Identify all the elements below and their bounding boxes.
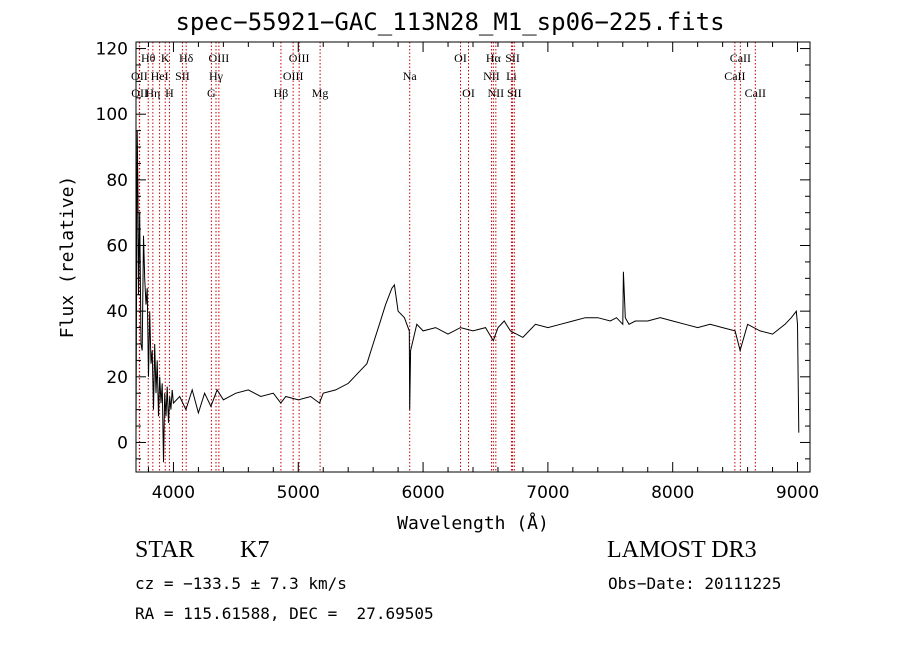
- spectral-line-label: OIII: [209, 51, 230, 65]
- spectral-line-label: OI: [454, 51, 467, 65]
- spectral-line-label: SII: [507, 86, 522, 100]
- redshift-line: cz = −133.5 ± 7.3 km/s: [135, 574, 347, 593]
- spectral-line-label: CaII: [745, 86, 766, 100]
- spectral-line-label: OII: [131, 69, 148, 83]
- spectral-line-label: Hη: [145, 86, 160, 100]
- spectral-line-label: OII: [131, 86, 148, 100]
- spectral-line-label: OIII: [289, 51, 310, 65]
- object-class: STAR: [135, 537, 195, 563]
- y-tick-label: 80: [106, 171, 128, 191]
- spectral-line-label: Hα: [486, 51, 502, 65]
- spectral-line-label: Hγ: [209, 69, 224, 83]
- spectral-line-label: OI: [462, 86, 475, 100]
- spectral-line-label: Hθ: [141, 51, 156, 65]
- y-tick-label: 120: [96, 40, 128, 60]
- y-tick-label: 40: [106, 302, 128, 322]
- spectral-line-label: SII: [175, 69, 190, 83]
- spectral-line-label: SII: [505, 51, 520, 65]
- x-tick-label: 7000: [526, 483, 569, 503]
- plot-frame: [135, 41, 811, 473]
- spectral-line-label: NII: [483, 69, 500, 83]
- y-tick-label: 20: [106, 368, 128, 388]
- spectral-line-label: HeI: [151, 69, 169, 83]
- x-tick-label: 9000: [776, 483, 819, 503]
- spectral-line-label: NII: [488, 86, 505, 100]
- object-subclass: K7: [240, 537, 270, 563]
- survey-name: LAMOST DR3: [607, 537, 757, 563]
- spectral-line-label: G: [207, 86, 216, 100]
- spectrum-series-line: [135, 130, 800, 463]
- y-tick-label: 60: [106, 237, 128, 257]
- spectral-line-label: Li: [506, 69, 517, 83]
- x-tick-label: 6000: [401, 483, 444, 503]
- x-axis-label: Wavelength (Å): [397, 512, 549, 534]
- spectral-line-label: Na: [403, 69, 418, 83]
- spectral-line-label: Hδ: [179, 51, 194, 65]
- obs-date: Obs−Date: 20111225: [608, 574, 782, 593]
- spectral-line-label: Mg: [312, 86, 329, 100]
- chart-title: spec−55921−GAC_113N28_M1_sp06−225.fits: [175, 8, 725, 36]
- x-tick-label: 8000: [651, 483, 694, 503]
- y-tick-label: 0: [117, 433, 128, 453]
- x-tick-label: 4000: [152, 483, 195, 503]
- y-tick-label: 100: [96, 105, 128, 125]
- spectral-line-label: CaII: [730, 51, 751, 65]
- spectral-line-label: K: [161, 51, 170, 65]
- spectral-line-label: H: [165, 86, 174, 100]
- x-tick-label: 5000: [277, 483, 320, 503]
- y-axis-label: Flux (relative): [57, 176, 78, 339]
- spectral-line-label: Hβ: [274, 86, 289, 100]
- spectral-line-label: OIII: [283, 69, 304, 83]
- spectral-line-label: CaII: [724, 69, 745, 83]
- coordinates-line: RA = 115.61588, DEC = 27.69505: [135, 604, 434, 623]
